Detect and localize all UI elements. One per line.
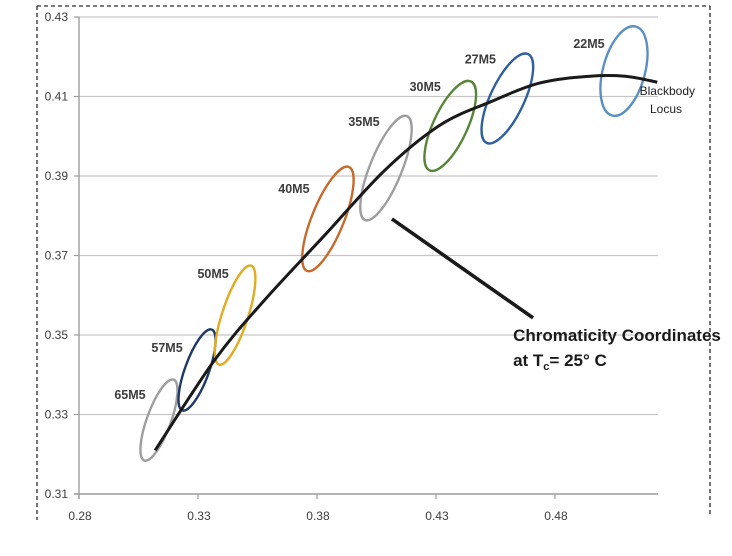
y-tick-label: 0.33 — [45, 408, 69, 422]
y-tick-label: 0.31 — [45, 487, 69, 501]
x-tick-label: 0.33 — [187, 509, 211, 523]
y-axis-tick-labels: 0.31 0.33 0.35 0.37 0.39 0.41 0.43 — [45, 10, 69, 501]
ellipse-27M5 — [480, 52, 535, 145]
ellipse-label-40M5: 40M5 — [278, 182, 309, 196]
x-tick-label: 0.38 — [306, 509, 330, 523]
ellipse-label-50M5: 50M5 — [197, 267, 228, 281]
ellipse-label-22M5: 22M5 — [573, 37, 604, 51]
y-tick-label: 0.39 — [45, 169, 69, 183]
y-tick-label: 0.37 — [45, 249, 69, 263]
gridlines — [79, 16, 658, 416]
blackbody-locus-path — [153, 73, 658, 452]
ellipse-40M5 — [301, 165, 355, 273]
ellipse-labels: 65M5 57M5 50M5 40M5 35M5 30M5 27M5 22M5 — [114, 37, 604, 402]
annotation-pointer-line — [390, 217, 535, 320]
x-tick-label: 0.43 — [425, 509, 449, 523]
ellipse-label-27M5: 27M5 — [465, 52, 496, 66]
ellipse-30M5 — [423, 79, 478, 173]
y-tick-label: 0.43 — [45, 10, 69, 24]
ellipse-22M5 — [599, 25, 649, 118]
selection-dashed-border — [36, 5, 711, 520]
ellipse-label-57M5: 57M5 — [151, 341, 182, 355]
ellipse-35M5 — [359, 114, 413, 222]
y-tick-label: 0.35 — [45, 328, 69, 342]
x-tick-label: 0.48 — [544, 509, 568, 523]
x-tick-label: 0.28 — [68, 509, 92, 523]
blackbody-locus-curve — [153, 73, 658, 452]
axes — [74, 16, 658, 499]
x-axis-tick-labels: 0.28 0.33 0.38 0.43 0.48 — [68, 509, 568, 523]
blackbody-locus-label: Blackbody Locus — [640, 84, 699, 116]
pointer-line — [390, 217, 535, 320]
annotation-line1: Chromaticity Coordinates — [513, 326, 721, 345]
ellipse-label-35M5: 35M5 — [348, 115, 379, 129]
ellipse-label-30M5: 30M5 — [410, 80, 441, 94]
annotation-line2: at Tc= 25° C — [513, 351, 607, 373]
chromaticity-ellipses — [139, 25, 649, 462]
ellipse-label-65M5: 65M5 — [114, 388, 145, 402]
y-tick-label: 0.41 — [45, 90, 69, 104]
